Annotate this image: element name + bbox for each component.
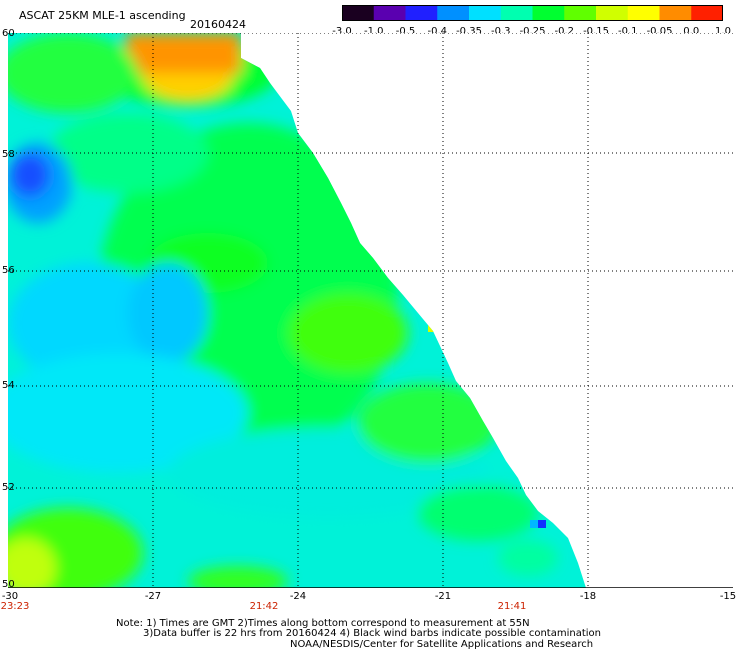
- note-line-3: NOAA/NESDIS/Center for Satellite Applica…: [290, 639, 594, 650]
- colorbar-segment: [691, 5, 723, 21]
- note-line-1: Note: 1) Times are GMT 2)Times along bot…: [116, 618, 530, 629]
- colorbar-segment: [532, 5, 565, 21]
- mle-swath-map: [8, 33, 733, 588]
- colorbar-segment: [342, 5, 375, 21]
- lon-label-15w: -15: [719, 591, 737, 602]
- lon-label-21w: -21: [434, 591, 452, 602]
- colorbar-label: -0.2: [554, 26, 575, 37]
- colorbar-label: -1.0: [363, 26, 384, 37]
- colorbar-segment: [373, 5, 406, 21]
- lat-label-60: 60: [2, 28, 15, 39]
- colorbar-segment: [659, 5, 692, 21]
- colorbar-label: -0.4: [427, 26, 448, 37]
- lon-label-27w: -27: [144, 591, 162, 602]
- note-line-2: 3)Data buffer is 22 hrs from 20160424 4)…: [143, 628, 601, 639]
- time-label-left: 23:23: [0, 601, 30, 612]
- colorbar-label: 0.0: [683, 26, 700, 37]
- colorbar-segment: [627, 5, 660, 21]
- product-title: ASCAT 25KM MLE-1 ascending: [19, 9, 186, 22]
- colorbar: [342, 5, 723, 21]
- colorbar-label: -0.1: [617, 26, 638, 37]
- lon-label-24w: -24: [289, 591, 307, 602]
- colorbar-segment: [437, 5, 470, 21]
- colorbar-label: -0.25: [519, 26, 546, 37]
- lat-label-52: 52: [2, 482, 15, 493]
- colorbar-segment: [405, 5, 438, 21]
- colorbar-label: -0.3: [490, 26, 511, 37]
- colorbar-label: -0.5: [395, 26, 416, 37]
- lon-label-30w: -30: [1, 591, 19, 602]
- map-gridlines: [8, 33, 733, 588]
- lat-label-54: 54: [2, 380, 15, 391]
- colorbar-label: -0.05: [646, 26, 673, 37]
- colorbar-border: [342, 5, 723, 21]
- time-label-right: 21:41: [497, 601, 527, 612]
- lat-label-56: 56: [2, 265, 15, 276]
- colorbar-segment: [596, 5, 629, 21]
- lat-label-50: 50: [2, 579, 15, 590]
- colorbar-label: -3.0: [332, 26, 352, 37]
- colorbar-label: 1.0: [715, 26, 731, 37]
- colorbar-label: -0.15: [583, 26, 609, 37]
- colorbar-segment: [469, 5, 502, 21]
- lat-label-58: 58: [2, 149, 15, 160]
- colorbar-segment: [500, 5, 533, 21]
- colorbar-segment: [564, 5, 597, 21]
- product-date: 20160424: [190, 18, 246, 31]
- time-label-middle: 21:42: [249, 601, 279, 612]
- lon-label-18w: -18: [579, 591, 597, 602]
- colorbar-label: -0.35: [456, 26, 482, 37]
